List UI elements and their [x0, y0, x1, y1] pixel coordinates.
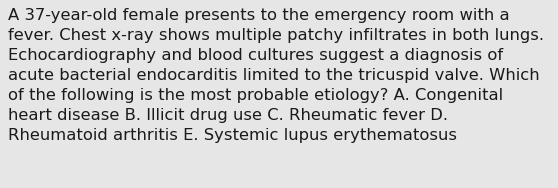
Text: A 37-year-old female presents to the emergency room with a
fever. Chest x-ray sh: A 37-year-old female presents to the eme…: [8, 8, 545, 143]
